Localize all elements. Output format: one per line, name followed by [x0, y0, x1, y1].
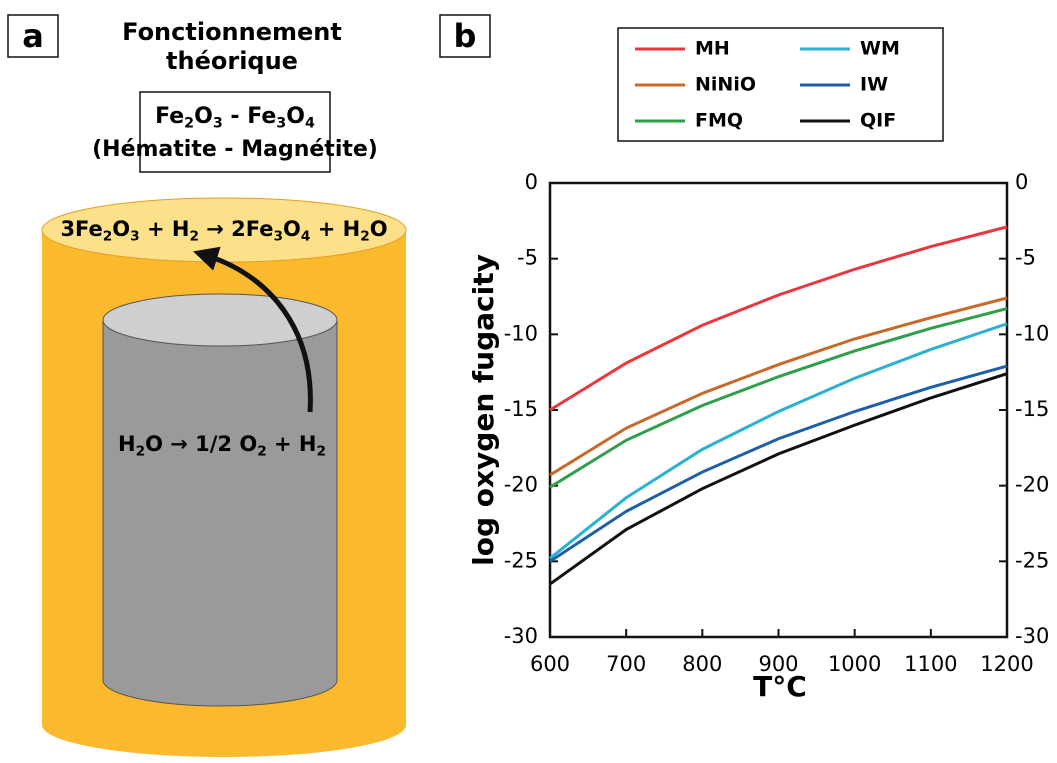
- formula-text: H: [118, 432, 136, 456]
- series-line: [549, 372, 1008, 586]
- subscript: 2: [257, 443, 267, 459]
- formula: H2O → 1/2 O2 + H2: [118, 432, 326, 459]
- x-tick-label: 1100: [904, 652, 957, 676]
- formula: (Hématite - Magnétite): [92, 137, 378, 162]
- formula: Fe2O3 - Fe3O4: [155, 104, 315, 132]
- y-tick-label: -20: [504, 473, 538, 497]
- subscript: 2: [103, 228, 113, 244]
- legend-label: QIF: [860, 110, 896, 132]
- subscript: 3: [130, 228, 140, 244]
- subscript: 4: [305, 116, 315, 132]
- y2-tick-label: -20: [1015, 473, 1049, 497]
- title: théorique: [166, 47, 298, 75]
- formula-text: 3Fe: [60, 217, 102, 241]
- subscript: 2: [189, 228, 199, 244]
- series-line: [549, 296, 1008, 477]
- series-line: [549, 322, 1008, 560]
- formula-text: Fe: [155, 104, 184, 129]
- formula-box: [139, 91, 331, 173]
- panel-label-box: [439, 14, 491, 58]
- legend-label: MH: [695, 38, 730, 60]
- panel-label: b: [454, 17, 477, 55]
- series-line: [549, 225, 1008, 412]
- inner-cylinder: [102, 319, 338, 707]
- formula-text: O: [370, 217, 388, 241]
- title: Fonctionnement: [122, 18, 342, 46]
- y2-tick-label: -30: [1015, 624, 1049, 648]
- y2-tick-label: -25: [1015, 548, 1049, 572]
- subscript: 3: [274, 228, 284, 244]
- x-tick-label: 800: [682, 652, 722, 676]
- y2-tick-label: -10: [1015, 321, 1049, 345]
- y-tick-label: 0: [525, 170, 538, 194]
- formula-text: O: [194, 104, 213, 129]
- subscript: 3: [276, 116, 286, 132]
- x-tick-label: 700: [606, 652, 646, 676]
- x-tick-label: 1000: [828, 652, 881, 676]
- y-tick-label: -5: [517, 246, 538, 270]
- y2-tick-label: -15: [1015, 397, 1049, 421]
- formula-text: + H: [140, 217, 190, 241]
- y2-tick-label: 0: [1015, 170, 1028, 194]
- panel-label-box: [7, 14, 59, 58]
- y-axis-label: log oxygen fugacity: [467, 254, 500, 566]
- legend-label: NiNiO: [695, 74, 756, 96]
- formula-text: O → 1/2 O: [145, 432, 257, 456]
- legend-label: WM: [860, 38, 900, 60]
- subscript: 2: [317, 443, 327, 459]
- subscript: 2: [360, 228, 370, 244]
- x-tick-label: 1200: [980, 652, 1033, 676]
- arrow: [193, 246, 313, 413]
- y-tick-label: -15: [504, 397, 538, 421]
- formula-text: O: [283, 217, 301, 241]
- panel-label: a: [22, 17, 44, 55]
- legend-label: IW: [860, 74, 888, 96]
- y-tick-label: -30: [504, 624, 538, 648]
- subscript: 3: [213, 116, 223, 132]
- formula-text: - Fe: [223, 104, 277, 129]
- legend-label: FMQ: [695, 110, 743, 132]
- y2-tick-label: -5: [1015, 246, 1036, 270]
- x-tick-label: 600: [530, 652, 570, 676]
- subscript: 4: [301, 228, 311, 244]
- x-tick-label: 900: [758, 652, 798, 676]
- formula-text: (Hématite - Magnétite): [92, 137, 378, 162]
- inner-cylinder-top: [102, 293, 338, 347]
- formula-text: + H: [310, 217, 360, 241]
- formula-text: + H: [267, 432, 317, 456]
- formula: 3Fe2O3 + H2 → 2Fe3O4 + H2O: [60, 217, 387, 244]
- series-line: [549, 307, 1008, 489]
- y-tick-label: -10: [504, 321, 538, 345]
- formula-text: O: [286, 104, 305, 129]
- series-line: [549, 364, 1008, 563]
- subscript: 2: [184, 116, 194, 132]
- formula-text: O: [112, 217, 130, 241]
- y-tick-label: -25: [504, 548, 538, 572]
- formula-text: → 2Fe: [199, 217, 274, 241]
- x-axis-label: T°C: [753, 670, 807, 703]
- subscript: 2: [136, 443, 146, 459]
